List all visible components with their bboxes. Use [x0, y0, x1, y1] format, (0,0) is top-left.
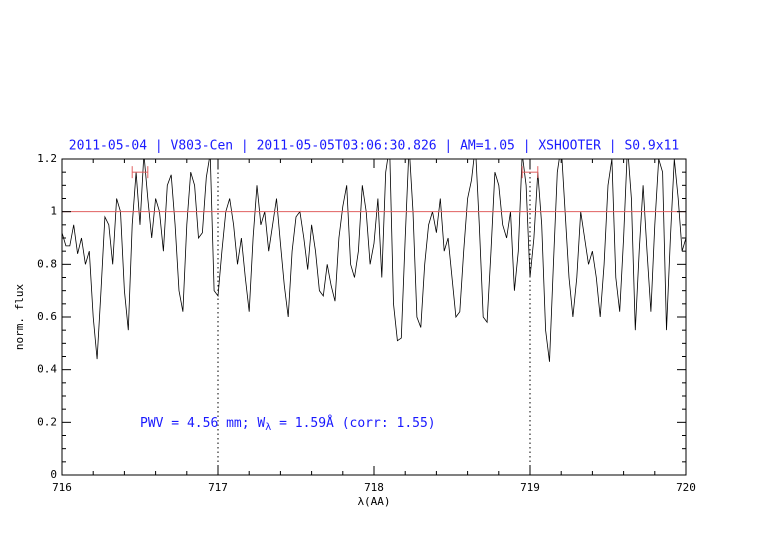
y-tick-label: 0.8: [37, 257, 57, 270]
x-tick-label: 720: [676, 481, 696, 494]
y-tick-label: 1.2: [37, 152, 57, 165]
annotation-text: PWV = 4.56 mm; W: [140, 416, 265, 431]
x-tick-label: 716: [52, 481, 72, 494]
y-axis-label: norm. flux: [13, 284, 26, 351]
x-tick-label: 719: [520, 481, 540, 494]
y-tick-label: 0.6: [37, 310, 57, 323]
x-tick-label: 717: [208, 481, 228, 494]
y-tick-label: 0.4: [37, 363, 57, 376]
error-marker: [521, 166, 539, 179]
error-marker: [131, 166, 149, 179]
annotation-text: = 1.59Å (corr: 1.55): [271, 415, 435, 431]
x-axis-label: λ(AA): [357, 495, 390, 508]
y-tick-label: 1: [50, 205, 57, 218]
spectrum-line: [62, 159, 686, 362]
chart-title: 2011-05-04 | V803-Cen | 2011-05-05T03:06…: [69, 139, 679, 154]
plot-area: [62, 159, 686, 362]
x-tick-label: 718: [364, 481, 384, 494]
y-tick-label: 0.2: [37, 415, 57, 428]
annotation-subscript: λ: [265, 422, 271, 433]
y-tick-label: 0: [50, 468, 57, 481]
annotation: PWV = 4.56 mm; Wλ = 1.59Å (corr: 1.55): [140, 415, 436, 434]
